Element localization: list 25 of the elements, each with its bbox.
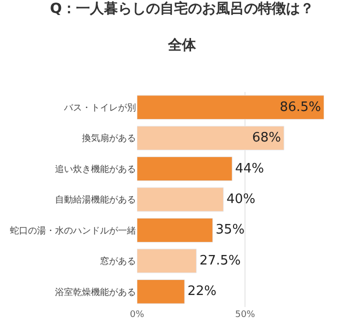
y-tick-label: 自動給湯機能がある [55,194,136,206]
y-tick-label: 蛇口の湯・水のハンドルが一緒 [10,225,136,236]
x-tick-label: 0% [130,310,145,320]
bar [137,248,197,274]
data-label: 35% [216,222,245,238]
chart-title: Q：一人暮らしの自宅のお風呂の特徴は？ [50,0,314,18]
chart-subtitle: 全体 [167,38,197,54]
data-label: 86.5% [280,100,321,115]
bar [137,95,324,120]
y-tick-label: 追い炊き機能がある [55,164,136,175]
data-label: 44% [235,161,264,176]
data-label: 68% [252,130,282,146]
y-tick-label: 窓がある [100,256,136,268]
bar [137,187,224,212]
data-label: 27.5% [199,253,241,268]
bar [137,218,213,242]
y-tick-label: バス・トイレが別 [63,102,136,114]
bar [137,126,284,150]
data-label: 40% [226,192,256,207]
bar [137,279,185,304]
x-tick-label: 50% [235,310,256,320]
y-tick-label: 換気扇がある [82,133,136,144]
data-label: 22% [188,284,216,300]
bar [137,156,232,182]
y-tick-label: 浴室乾燥機能がある [55,286,136,298]
